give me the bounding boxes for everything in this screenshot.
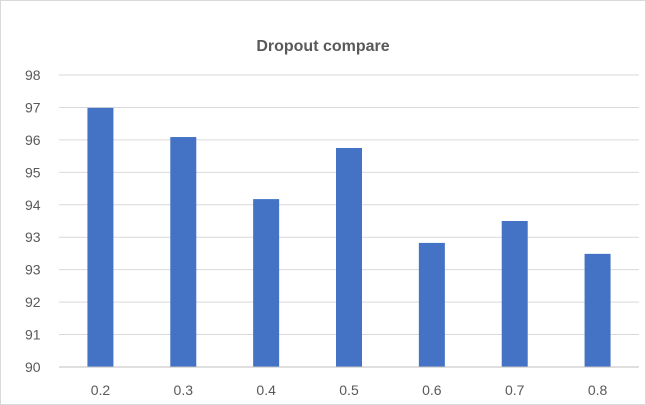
bars [87, 107, 611, 367]
y-tick-label: 93 [25, 262, 41, 278]
y-tick-label: 94 [25, 197, 41, 213]
x-tick-label: 0.7 [505, 382, 525, 398]
y-tick-label: 96 [25, 132, 41, 148]
bar-0.5 [336, 148, 362, 367]
bar-0.8 [584, 253, 611, 367]
x-tick-label: 0.4 [256, 382, 276, 398]
y-tick-label: 97 [25, 99, 41, 115]
y-axis-tick-labels: 90 91 92 93 93 94 95 96 97 98 [25, 67, 41, 375]
x-tick-label: 0.3 [174, 382, 194, 398]
bar-0.3 [170, 137, 197, 367]
bar-0.6 [418, 242, 445, 367]
y-tick-label: 92 [25, 294, 41, 310]
x-tick-label: 0.6 [422, 382, 442, 398]
y-tick-label: 93 [25, 229, 41, 245]
bar-0.7 [501, 221, 528, 367]
x-tick-label: 0.5 [339, 382, 359, 398]
y-tick-label: 90 [25, 359, 41, 375]
bar-0.4 [253, 199, 280, 367]
x-axis-tick-labels: 0.2 0.3 0.4 0.5 0.6 0.7 0.8 [91, 382, 608, 398]
y-tick-label: 95 [25, 164, 41, 180]
x-tick-label: 0.8 [588, 382, 608, 398]
y-tick-label: 98 [25, 67, 41, 83]
y-tick-label: 91 [25, 327, 41, 343]
chart-title: Dropout compare [256, 38, 389, 55]
bar-0.2 [87, 107, 114, 367]
x-tick-label: 0.2 [91, 382, 111, 398]
